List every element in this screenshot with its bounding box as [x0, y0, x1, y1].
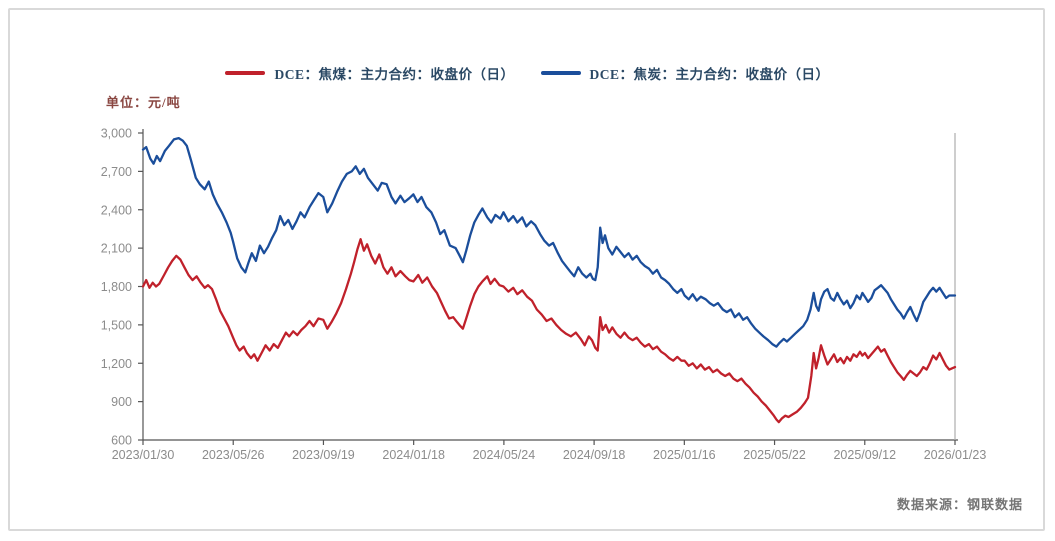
y-tick-label: 3,000	[101, 127, 132, 141]
y-tick-label: 1,500	[101, 318, 132, 332]
x-tick-label: 2025/09/12	[833, 448, 896, 462]
series-jiaotan-line	[141, 136, 957, 348]
data-source-label: 数据来源：钢联数据	[896, 497, 1023, 512]
x-tick-label: 2023/01/30	[112, 448, 175, 462]
blue-line-swatch-icon	[540, 71, 581, 75]
x-tick-label: 2024/01/18	[382, 448, 445, 462]
x-tick-label: 2025/01/16	[653, 448, 716, 462]
x-tick-label: 2024/05/24	[473, 448, 536, 462]
x-tick-label: 2025/05/22	[743, 448, 806, 462]
legend-label-jiaomei: DCE：焦煤：主力合约：收盘价（日）	[274, 67, 515, 82]
legend-label-jiaotan: DCE：焦炭：主力合约：收盘价（日）	[589, 67, 830, 82]
y-tick-label: 2,100	[101, 242, 132, 256]
chart-legend: DCE：焦煤：主力合约：收盘价（日） DCE：焦炭：主力合约：收盘价（日）	[0, 62, 1055, 84]
y-tick-label: 900	[111, 395, 132, 409]
card-border	[8, 8, 1045, 531]
y-tick-label: 2,400	[101, 203, 132, 217]
red-line-swatch-icon	[225, 71, 266, 75]
y-axis-unit-label: 单位：元/吨	[106, 95, 181, 110]
x-tick-label: 2024/09/18	[563, 448, 626, 462]
x-tick-label: 2026/01/23	[924, 448, 987, 462]
series-jiaomei-line	[141, 238, 957, 424]
y-tick-label: 1,800	[101, 280, 132, 294]
y-tick-label: 600	[111, 434, 132, 448]
legend-item-jiaotan[interactable]: DCE：焦炭：主力合约：收盘价（日）	[540, 63, 830, 83]
legend-item-jiaomei[interactable]: DCE：焦煤：主力合约：收盘价（日）	[225, 63, 514, 83]
x-tick-label: 2023/09/19	[292, 448, 355, 462]
x-tick-label: 2023/05/26	[202, 448, 265, 462]
y-tick-label: 2,700	[101, 165, 132, 179]
y-tick-label: 1,200	[101, 357, 132, 371]
